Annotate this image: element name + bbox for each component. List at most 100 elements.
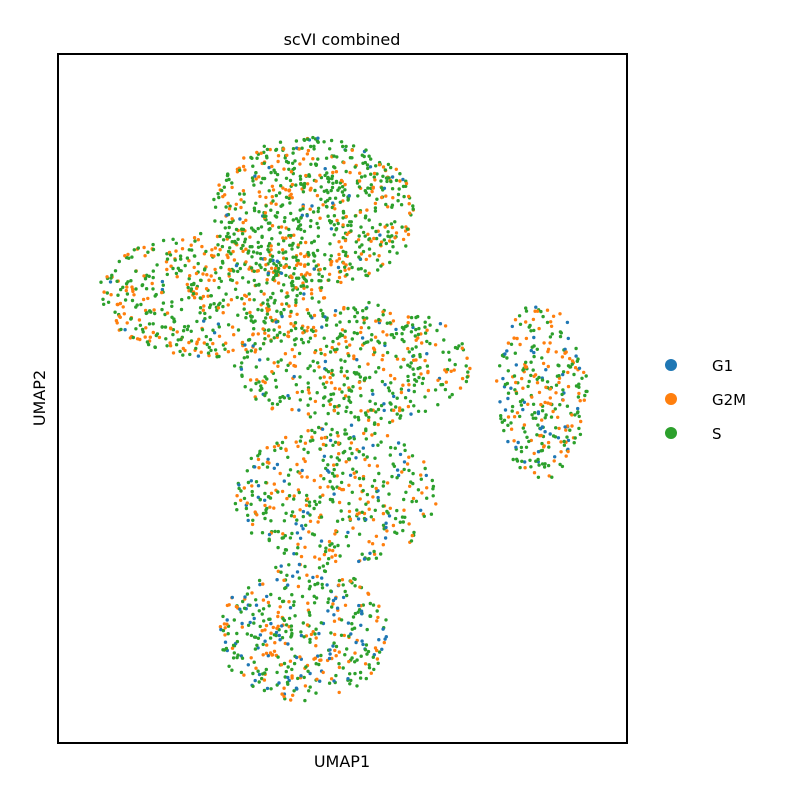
point-s [502, 428, 506, 433]
point-s [383, 168, 387, 172]
point-s [192, 281, 196, 286]
point-g2m [364, 257, 368, 262]
point-s [319, 197, 323, 201]
point-g1 [328, 648, 332, 652]
point-g1 [238, 217, 242, 221]
point-s [367, 218, 371, 222]
point-s [375, 197, 379, 201]
point-s [154, 333, 158, 338]
point-s [219, 279, 223, 283]
point-s [301, 190, 306, 194]
point-s [293, 159, 297, 163]
point-s [315, 248, 320, 253]
point-g1 [323, 315, 327, 319]
point-s [374, 229, 378, 234]
point-s [258, 449, 262, 453]
point-s [305, 493, 309, 498]
point-g1 [347, 194, 351, 198]
point-s [255, 643, 259, 647]
point-s [239, 610, 243, 614]
point-g2m [532, 471, 537, 475]
point-s [274, 193, 278, 198]
point-s [406, 374, 410, 379]
point-s [385, 321, 389, 325]
point-s [301, 207, 305, 211]
point-g2m [340, 328, 345, 332]
point-g1 [286, 675, 290, 680]
point-s [373, 508, 377, 512]
point-s [584, 374, 588, 378]
point-s [395, 251, 399, 255]
point-g2m [118, 315, 123, 319]
point-g2m [383, 225, 387, 229]
point-g2m [337, 486, 341, 490]
point-s [294, 552, 299, 556]
point-s [151, 287, 155, 291]
point-s [377, 317, 381, 322]
point-s [397, 187, 401, 191]
point-g2m [225, 603, 230, 608]
point-s [343, 188, 347, 192]
point-s [561, 370, 566, 374]
point-s [239, 246, 243, 251]
point-s [272, 328, 276, 332]
point-s [316, 361, 320, 365]
point-s [299, 630, 303, 634]
point-g2m [261, 582, 265, 586]
point-s [447, 358, 452, 362]
point-s [353, 671, 357, 676]
point-s [332, 545, 337, 549]
point-s [389, 179, 393, 184]
point-s [320, 582, 324, 587]
point-g2m [152, 308, 156, 312]
point-g2m [394, 231, 399, 235]
point-g1 [563, 425, 567, 429]
point-s [371, 603, 376, 607]
point-g2m [265, 460, 270, 464]
point-g2m [254, 348, 258, 352]
point-g1 [295, 146, 299, 150]
point-g2m [391, 319, 396, 323]
point-g2m [367, 271, 371, 275]
point-s [136, 246, 140, 250]
point-s [220, 188, 224, 193]
point-s [246, 480, 251, 485]
point-g1 [532, 335, 536, 340]
point-s [154, 292, 158, 297]
point-g2m [327, 548, 332, 552]
point-g2m [425, 486, 429, 490]
point-g2m [276, 159, 280, 164]
point-g2m [294, 263, 299, 267]
point-s [178, 254, 183, 258]
point-g2m [372, 348, 377, 352]
point-s [246, 586, 251, 590]
point-s [306, 403, 310, 407]
point-g2m [557, 426, 561, 431]
point-s [281, 503, 285, 507]
point-g2m [284, 264, 289, 268]
point-g2m [339, 245, 343, 249]
point-s [328, 147, 332, 151]
point-g2m [564, 428, 568, 432]
point-s [515, 459, 520, 463]
point-g1 [523, 460, 527, 464]
point-s [251, 164, 255, 168]
point-s [499, 416, 503, 421]
point-s [273, 170, 277, 175]
point-g2m [268, 147, 272, 152]
point-g2m [570, 413, 574, 417]
point-s [368, 399, 372, 403]
point-g2m [310, 435, 314, 439]
point-s [383, 341, 387, 345]
point-g1 [384, 521, 388, 525]
point-g2m [169, 264, 173, 268]
point-s [368, 375, 372, 380]
point-g2m [359, 252, 364, 256]
point-s [524, 309, 529, 313]
point-s [309, 219, 313, 223]
point-g2m [234, 202, 238, 206]
point-s [256, 226, 260, 231]
point-g2m [291, 693, 295, 697]
point-s [266, 298, 270, 302]
point-g2m [279, 663, 284, 667]
